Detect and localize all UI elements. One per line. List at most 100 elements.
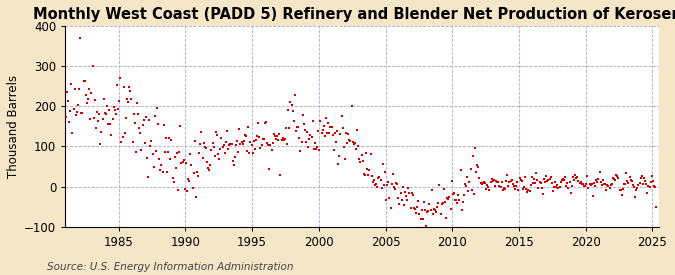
Point — [215, 147, 225, 151]
Point — [590, 184, 601, 188]
Point — [269, 131, 279, 136]
Point — [560, 175, 570, 179]
Point — [386, 182, 397, 187]
Point — [234, 126, 245, 131]
Point — [275, 173, 286, 178]
Point — [587, 182, 597, 186]
Point — [119, 131, 130, 135]
Point — [576, 182, 587, 186]
Point — [418, 200, 429, 204]
Point — [76, 111, 87, 115]
Point — [532, 178, 543, 182]
Point — [539, 177, 549, 181]
Point — [325, 125, 336, 129]
Point — [85, 117, 96, 121]
Point — [591, 177, 601, 182]
Point — [228, 163, 239, 167]
Point — [82, 96, 93, 101]
Point — [384, 196, 395, 200]
Point — [420, 208, 431, 213]
Point — [138, 118, 149, 122]
Point — [250, 147, 261, 152]
Point — [649, 184, 659, 188]
Point — [508, 182, 518, 186]
Point — [315, 119, 326, 123]
Point — [599, 182, 610, 186]
Point — [335, 132, 346, 136]
Point — [167, 175, 178, 180]
Point — [568, 178, 579, 182]
Point — [631, 188, 642, 193]
Point — [205, 163, 216, 167]
Point — [570, 173, 580, 177]
Point — [611, 173, 622, 178]
Point — [357, 159, 368, 163]
Point — [174, 150, 185, 155]
Point — [94, 112, 105, 116]
Point — [75, 36, 86, 40]
Point — [218, 143, 229, 147]
Point — [326, 125, 337, 129]
Point — [195, 142, 206, 146]
Point — [84, 87, 95, 92]
Point — [515, 177, 526, 182]
Y-axis label: Thousand Barrels: Thousand Barrels — [7, 75, 20, 178]
Point — [363, 173, 374, 177]
Point — [263, 143, 273, 147]
Point — [130, 150, 141, 155]
Point — [470, 169, 481, 174]
Point — [140, 115, 151, 120]
Point — [296, 140, 307, 145]
Point — [219, 150, 230, 155]
Point — [308, 147, 319, 152]
Point — [424, 202, 435, 206]
Point — [477, 181, 488, 185]
Point — [107, 116, 118, 121]
Point — [464, 180, 475, 184]
Point — [574, 181, 585, 185]
Point — [495, 184, 506, 189]
Point — [226, 141, 237, 146]
Point — [177, 160, 188, 164]
Point — [393, 196, 404, 200]
Point — [599, 182, 610, 187]
Point — [492, 180, 503, 184]
Point — [513, 188, 524, 192]
Point — [626, 179, 637, 183]
Point — [422, 210, 433, 214]
Point — [502, 173, 513, 177]
Point — [310, 147, 321, 151]
Point — [441, 216, 452, 220]
Point — [246, 143, 257, 147]
Point — [197, 156, 208, 160]
Point — [647, 179, 658, 184]
Point — [592, 179, 603, 184]
Point — [70, 87, 80, 91]
Point — [66, 82, 77, 87]
Point — [126, 97, 137, 101]
Point — [198, 141, 209, 145]
Point — [450, 197, 460, 202]
Point — [637, 174, 647, 178]
Point — [628, 184, 639, 189]
Point — [152, 106, 163, 111]
Point — [572, 175, 583, 179]
Point — [644, 185, 655, 189]
Point — [407, 192, 418, 197]
Point — [566, 184, 577, 188]
Point — [63, 99, 74, 103]
Point — [575, 179, 586, 184]
Point — [479, 180, 489, 185]
Point — [480, 181, 491, 185]
Point — [257, 136, 268, 141]
Point — [90, 126, 101, 130]
Point — [605, 182, 616, 187]
Point — [562, 181, 572, 185]
Point — [254, 134, 265, 139]
Point — [374, 175, 385, 180]
Point — [281, 141, 292, 146]
Point — [396, 198, 407, 202]
Point — [485, 180, 496, 185]
Point — [571, 175, 582, 180]
Point — [426, 188, 437, 192]
